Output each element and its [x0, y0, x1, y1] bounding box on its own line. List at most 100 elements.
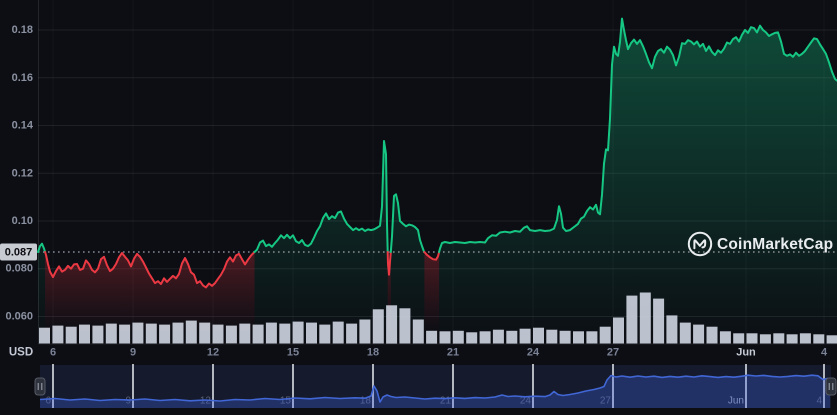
volume-bar — [813, 334, 825, 344]
y-axis-tick-label: 0.060 — [5, 310, 33, 322]
volume-bar — [319, 324, 331, 344]
volume-bar — [199, 322, 211, 344]
navigator-tick-label: 6 — [45, 396, 51, 407]
chart-plot-area[interactable] — [38, 0, 837, 344]
price-line-up-segment — [37, 242, 47, 253]
volume-bar — [172, 322, 184, 344]
navigator-left-handle[interactable] — [34, 377, 46, 396]
coinmarketcap-label: CoinMarketCap — [717, 236, 833, 253]
volume-bar — [653, 298, 665, 344]
y-axis-tick-label: 0.080 — [5, 263, 33, 275]
volume-bar — [359, 319, 371, 344]
volume-bar — [666, 315, 678, 344]
navigator-tick-label: 12 — [200, 396, 212, 407]
price-area-fills — [38, 18, 837, 344]
navigator-tick-label: 21 — [440, 396, 452, 407]
navigator-tick-label: 4 — [816, 396, 822, 407]
volume-bar — [79, 324, 90, 344]
volume-bar — [372, 309, 384, 344]
volume-bar — [466, 332, 478, 344]
volume-bar — [746, 333, 758, 344]
y-axis-tick-label: 0.18 — [12, 24, 33, 36]
y-axis-labels: 0.18 0.16 0.14 0.12 0.10 0.080 0.060 — [5, 24, 33, 322]
price-line-up-segment — [438, 17, 837, 253]
baseline-price-badge: 0.087 — [0, 243, 37, 261]
volume-bar — [533, 327, 544, 344]
volume-bar — [773, 333, 785, 344]
volume-bar — [786, 334, 798, 344]
volume-bar — [132, 322, 144, 344]
y-axis-tick-label: 0.10 — [12, 215, 33, 227]
price-line — [37, 17, 837, 289]
volume-bar — [573, 331, 584, 344]
y-axis-tick-label: 0.12 — [12, 167, 33, 179]
volume-bar — [613, 317, 624, 344]
volume-bars — [39, 292, 837, 344]
volume-bar — [145, 323, 157, 344]
x-axis-labels: 6 9 12 15 18 21 24 27 Jun 4 — [50, 347, 828, 359]
volume-bar — [693, 324, 705, 344]
navigator-right-handle[interactable] — [825, 377, 837, 396]
x-axis-tick-label: Jun — [736, 347, 756, 359]
volume-bar — [52, 325, 64, 344]
volume-bar — [292, 321, 304, 344]
x-axis-tick-label: 21 — [447, 347, 459, 359]
navigator-tick-label: Jun — [728, 396, 744, 407]
volume-bar — [39, 327, 50, 344]
volume-bar — [719, 331, 731, 344]
x-axis-tick-label: 12 — [207, 347, 219, 359]
price-line-down-segment — [423, 251, 441, 261]
navigator-tick-label: 18 — [360, 396, 372, 407]
y-axis-tick-label: 0.14 — [12, 120, 34, 132]
price-line-up-segment — [389, 193, 426, 253]
volume-bar — [733, 333, 745, 344]
coinmarketcap-logo-icon — [687, 231, 713, 257]
baseline-badge-label: 0.087 — [5, 247, 33, 259]
navigator-tick-label: 24 — [520, 396, 532, 407]
volume-bar — [479, 331, 491, 344]
volume-bar — [599, 326, 611, 344]
price-line-up-segment — [253, 140, 389, 253]
navigator-labels: 6 9 12 15 18 21 24 27 Jun 4 — [45, 396, 822, 407]
volume-bar — [239, 323, 251, 344]
currency-unit-label: USD — [9, 347, 33, 359]
navigator-tick-label: 9 — [125, 396, 131, 407]
price-line-down-segment — [44, 251, 256, 289]
navigator-tick-label: 15 — [280, 396, 292, 407]
volume-bar — [826, 335, 837, 344]
x-axis-tick-label: 27 — [607, 347, 619, 359]
volume-bar — [506, 330, 518, 344]
coinmarketcap-watermark: CoinMarketCap — [687, 231, 833, 257]
navigator-series — [39, 374, 831, 408]
volume-bar — [105, 323, 117, 344]
price-area-up — [390, 194, 425, 344]
baseline-badge-bg — [0, 243, 37, 261]
volume-bar — [252, 324, 264, 344]
volume-bar — [65, 326, 77, 344]
volume-bar — [412, 319, 424, 344]
navigator-tick-label: 27 — [600, 396, 612, 407]
volume-bar — [679, 322, 691, 344]
volume-bar — [426, 330, 438, 344]
navigator-background[interactable] — [40, 365, 831, 408]
navigator-line — [39, 374, 831, 403]
volume-bar — [546, 329, 558, 344]
volume-bar — [92, 325, 104, 344]
volume-bar — [265, 322, 277, 344]
volume-bar — [119, 324, 131, 344]
price-area-down — [424, 252, 440, 344]
volume-bar — [306, 322, 317, 344]
volume-bar — [706, 326, 718, 344]
volume-bar — [212, 324, 224, 344]
volume-bar — [159, 324, 171, 344]
volume-bar — [185, 320, 197, 344]
x-axis-tick-label: 9 — [130, 347, 136, 359]
navigator: 6 9 12 15 18 21 24 27 Jun 4 — [34, 364, 837, 408]
volume-bar — [452, 330, 464, 344]
x-axis-tick-label: 6 — [50, 347, 56, 359]
price-area-up — [38, 243, 46, 344]
volume-bar — [399, 308, 411, 344]
volume-bar — [519, 328, 531, 344]
y-axis-tick-label: 0.16 — [12, 72, 33, 84]
